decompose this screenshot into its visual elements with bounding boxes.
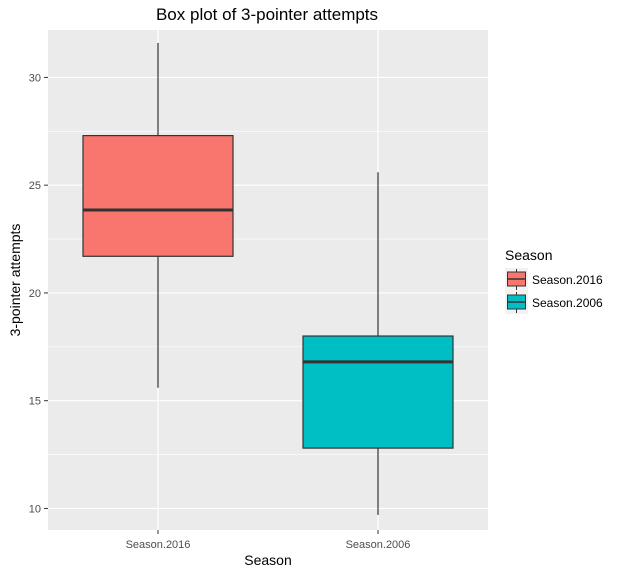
legend-label: Season.2016 xyxy=(532,273,603,287)
plot-panel xyxy=(48,30,488,530)
y-tick-label: 25 xyxy=(29,180,41,192)
box-iqr xyxy=(82,135,234,257)
boxes xyxy=(82,42,454,515)
legend: Season Season.2016 Season.2006 xyxy=(505,247,603,314)
legend-title: Season xyxy=(505,247,552,263)
y-axis-ticks: 10 15 20 25 30 xyxy=(29,72,48,515)
legend-key xyxy=(505,291,528,314)
x-axis-ticks: Season.2016 Season.2006 xyxy=(126,530,411,551)
y-tick-label: 10 xyxy=(29,503,41,515)
y-tick-label: 20 xyxy=(29,288,41,300)
x-tick-label: Season.2016 xyxy=(126,539,191,551)
box-season-2016 xyxy=(82,42,234,388)
x-axis-title: Season xyxy=(244,552,291,568)
y-axis-title: 3-pointer attempts xyxy=(7,224,23,337)
y-tick-label: 30 xyxy=(29,72,41,84)
box-iqr xyxy=(302,335,454,449)
y-tick-label: 15 xyxy=(29,396,41,408)
x-tick-label: Season.2006 xyxy=(346,539,411,551)
legend-key xyxy=(505,268,528,291)
chart-title: Box plot of 3-pointer attempts xyxy=(156,5,378,24)
box-season-2006 xyxy=(302,172,454,515)
legend-label: Season.2006 xyxy=(532,296,603,310)
